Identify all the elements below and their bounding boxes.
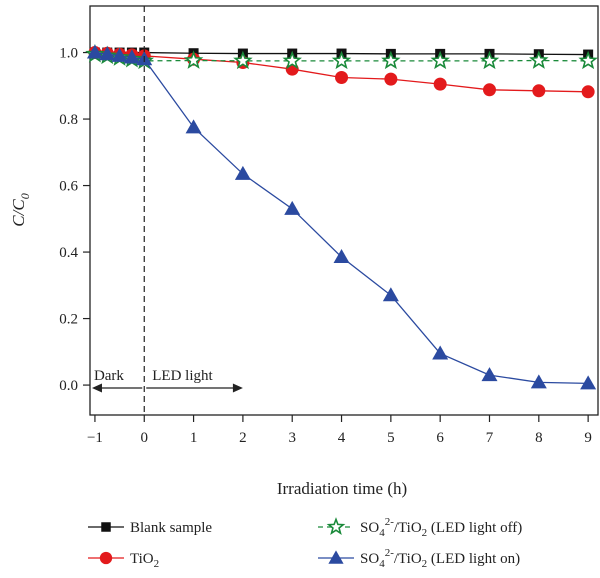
x-tick-label: −1 (87, 430, 103, 446)
legend-text-mid: /TiO (394, 551, 422, 567)
legend-item-0: Blank sample (88, 520, 212, 536)
data-point (532, 84, 546, 98)
y-tick-label: 0.6 (59, 179, 78, 195)
legend-text-sub: 4 (379, 558, 385, 570)
y-tick-label: 0.2 (59, 312, 78, 328)
x-tick-label: 8 (535, 430, 543, 446)
legend-text-main: SO (360, 520, 379, 536)
dark-label: Dark (94, 368, 124, 384)
data-point (481, 367, 498, 382)
data-point (99, 46, 116, 61)
data-point (331, 50, 352, 70)
x-tick-label: 6 (436, 430, 444, 446)
data-point (335, 70, 349, 84)
data-point (183, 50, 204, 69)
legend-label: TiO2 (130, 551, 159, 570)
x-tick-label: 2 (239, 430, 247, 446)
data-point (581, 85, 595, 99)
data-point (111, 47, 128, 62)
data-point (433, 77, 447, 91)
x-tick-label: 3 (288, 430, 296, 446)
data-point (381, 50, 401, 70)
series-line (94, 51, 589, 385)
legend-text-sup: 2- (385, 516, 395, 528)
y-axis-label-sub: 0 (18, 193, 32, 199)
data-point (234, 165, 251, 180)
legend-item-3: SO42-/TiO2 (LED light on) (318, 547, 520, 570)
x-tick-label: 0 (141, 430, 149, 446)
data-point (432, 345, 449, 360)
series-layer (85, 43, 598, 390)
data-point (578, 50, 598, 70)
data-point (86, 44, 103, 59)
legend-label: Blank sample (130, 520, 212, 536)
data-point (282, 50, 302, 70)
data-point (479, 50, 500, 70)
legend-text-rest: (LED light on) (427, 551, 520, 567)
data-point (333, 249, 350, 264)
legend-text-rest: (LED light off) (427, 520, 522, 536)
plot-frame (89, 5, 599, 416)
led-light-label: LED light (152, 368, 213, 384)
legend-label: SO42-/TiO2 (LED light off) (360, 516, 522, 539)
y-axis-label: C/C0 (9, 193, 32, 226)
y-tick-label: 0.8 (59, 112, 78, 128)
x-tick-label: 5 (387, 430, 395, 446)
dark-arrow-head (91, 383, 102, 393)
data-point (430, 50, 450, 70)
legend-text-sub: 4 (379, 527, 385, 539)
x-tick-label: 1 (190, 430, 198, 446)
legend-item-2: SO42-/TiO2 (LED light off) (318, 516, 522, 539)
legend-marker (99, 551, 113, 565)
y-axis-label-main: C/C (9, 199, 28, 227)
data-point (529, 50, 549, 69)
data-point (384, 72, 398, 86)
legend-marker (328, 550, 344, 564)
series-3 (86, 44, 597, 390)
axis-ticks: −1 0 1 2 3 4 5 6 7 8 9 0.0 0.2 0.4 0.6 0.8 1.0 (59, 46, 592, 446)
led-arrow-head (232, 383, 243, 393)
legend-text-sup: 2- (385, 547, 395, 559)
y-tick-label: 0.0 (59, 378, 78, 394)
legend-text-main: Blank sample (130, 520, 212, 536)
legend-text-sub2: 2 (422, 558, 428, 570)
legend-item-1: TiO2 (88, 551, 159, 570)
data-point (185, 119, 202, 134)
x-axis-label: Irradiation time (h) (277, 479, 407, 498)
x-tick-label: 7 (486, 430, 494, 446)
data-point (482, 83, 496, 97)
data-point (530, 374, 547, 389)
y-tick-label: 1.0 (59, 46, 78, 62)
annotation-layer: Dark LED light (91, 6, 243, 415)
x-tick-label: 9 (584, 430, 592, 446)
series-line (94, 53, 589, 62)
legend-text-main: TiO (130, 551, 154, 567)
legend-marker (101, 522, 111, 532)
legend-text-main: SO (360, 551, 379, 567)
data-point (284, 200, 301, 215)
data-point (382, 287, 399, 302)
legend-label: SO42-/TiO2 (LED light on) (360, 547, 520, 570)
legend-text-mid: /TiO (394, 520, 422, 536)
y-tick-label: 0.4 (59, 245, 78, 261)
data-point (233, 50, 253, 70)
data-point (580, 375, 597, 390)
x-tick-label: 4 (338, 430, 346, 446)
legend-text-sub: 2 (154, 558, 160, 570)
legend-marker (326, 517, 346, 535)
data-point (123, 49, 140, 64)
legend-text-sub2: 2 (422, 527, 428, 539)
